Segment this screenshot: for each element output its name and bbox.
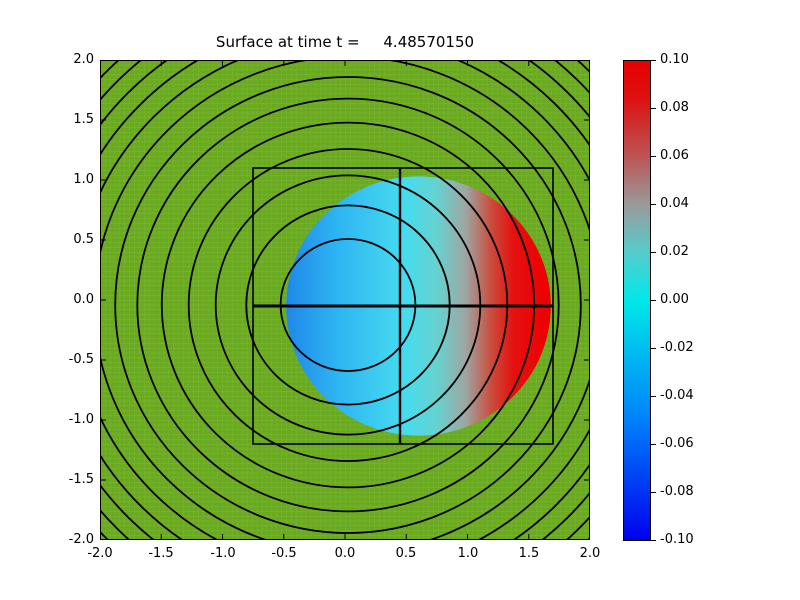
y-tick-label: 1.5 — [73, 112, 94, 127]
x-tick-label: 0.5 — [395, 546, 417, 561]
y-tick-label: -2.0 — [68, 532, 94, 547]
x-tick-label: -1.5 — [148, 546, 174, 561]
y-tick-label: -0.5 — [68, 352, 94, 367]
colorbar-tick-label: -0.08 — [660, 484, 694, 499]
x-tick-label: -1.0 — [210, 546, 236, 561]
plot-area — [100, 60, 590, 540]
axis-ticks — [100, 60, 590, 540]
y-tick-label: 0.5 — [73, 232, 94, 247]
colorbar-tick-label: 0.04 — [660, 196, 689, 211]
colorbar-tick-label: -0.06 — [660, 436, 694, 451]
colorbar-tick-label: 0.02 — [660, 244, 689, 259]
plot-frame — [100, 60, 590, 540]
colorbar-tick-label: -0.04 — [660, 388, 694, 403]
colorbar-gradient — [623, 60, 651, 541]
colorbar — [623, 60, 656, 541]
x-tick-label: -2.0 — [87, 546, 113, 561]
x-tick-label: -0.5 — [271, 546, 297, 561]
colorbar-tick-label: 0.06 — [660, 148, 689, 163]
x-tick-label: 0.0 — [334, 546, 356, 561]
plot-title: Surface at time t = 4.48570150 — [215, 33, 475, 51]
colorbar-ticks — [651, 60, 656, 541]
colorbar-tick-label: 0.00 — [660, 292, 689, 307]
x-tick-label: 1.0 — [457, 546, 479, 561]
x-tick-label: 2.0 — [579, 546, 601, 561]
colorbar-frame — [623, 60, 651, 541]
y-tick-label: 1.0 — [73, 172, 94, 187]
y-tick-label: 0.0 — [73, 292, 94, 307]
colorbar-tick-label: 0.08 — [660, 100, 689, 115]
y-tick-label: 2.0 — [73, 52, 94, 67]
colorbar-tick-label: -0.10 — [660, 532, 694, 547]
colorbar-tick-label: 0.10 — [660, 52, 689, 67]
colorbar-tick-label: -0.02 — [660, 340, 694, 355]
x-tick-label: 1.5 — [518, 546, 540, 561]
y-tick-label: -1.5 — [68, 472, 94, 487]
y-tick-label: -1.0 — [68, 412, 94, 427]
